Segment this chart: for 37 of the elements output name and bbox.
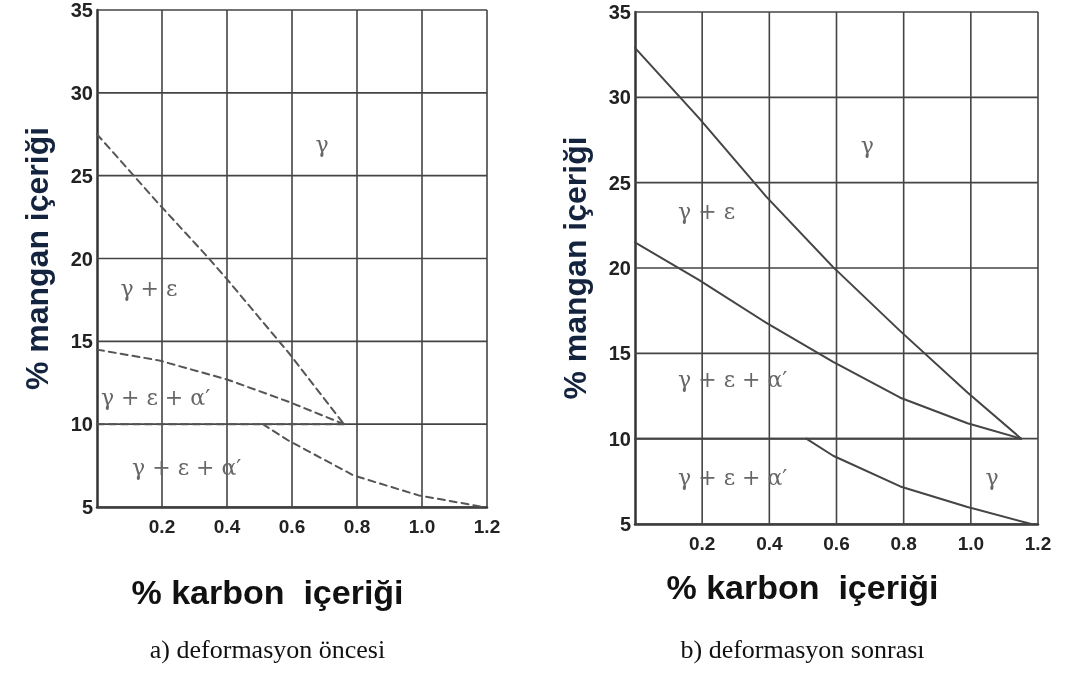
y-tick-label: 30: [70, 81, 93, 104]
y-tick-label: 25: [70, 164, 93, 187]
x-tick-label: 1.0: [957, 533, 985, 554]
x-axis-title: % karbon içeriği: [131, 573, 404, 611]
x-tick-label: 0.4: [756, 533, 783, 554]
x-tick-label: 0.8: [890, 533, 917, 554]
y-tick-label: 20: [70, 247, 93, 270]
annotation: γ: [315, 131, 329, 157]
x-tick-label: 1.2: [1024, 533, 1052, 554]
x-tick-label: 1.0: [408, 516, 436, 537]
x-tick-label: 0.2: [148, 516, 176, 537]
annotation: γ + ε: [120, 275, 178, 301]
y-tick-label: 15: [608, 342, 631, 365]
y-axis-title: % mangan içeriği: [557, 136, 593, 400]
x-tick-label: 0.2: [688, 533, 716, 554]
y-tick-label: 35: [608, 1, 631, 23]
y-tick-label: 5: [81, 496, 93, 518]
y-tick-label: 10: [70, 413, 93, 436]
text: a) deformasyon öncesi: [149, 634, 386, 664]
y-axis-title: % mangan içeriği: [19, 126, 55, 391]
x-tick-label: 0.8: [343, 516, 371, 537]
text: b) deformasyon sonrası: [680, 634, 925, 664]
y-tick-label: 5: [619, 513, 631, 535]
x-axis-title: % karbon içeriği: [666, 568, 939, 606]
y-tick-label: 30: [608, 86, 631, 109]
annotation: γ + ε + α′: [100, 385, 211, 411]
y-tick-label: 20: [608, 257, 631, 279]
annotation: γ: [985, 465, 999, 491]
y-tick-label: 15: [70, 330, 93, 353]
y-tick-label: 10: [608, 427, 631, 450]
x-tick-label: 0.6: [278, 516, 306, 537]
x-tick-label: 1.2: [473, 516, 501, 537]
x-tick-label: 0.4: [213, 516, 241, 537]
x-tick-label: 0.6: [823, 533, 850, 554]
annotation: γ: [860, 132, 874, 158]
y-tick-label: 25: [608, 171, 631, 194]
y-tick-label: 35: [70, 0, 93, 21]
